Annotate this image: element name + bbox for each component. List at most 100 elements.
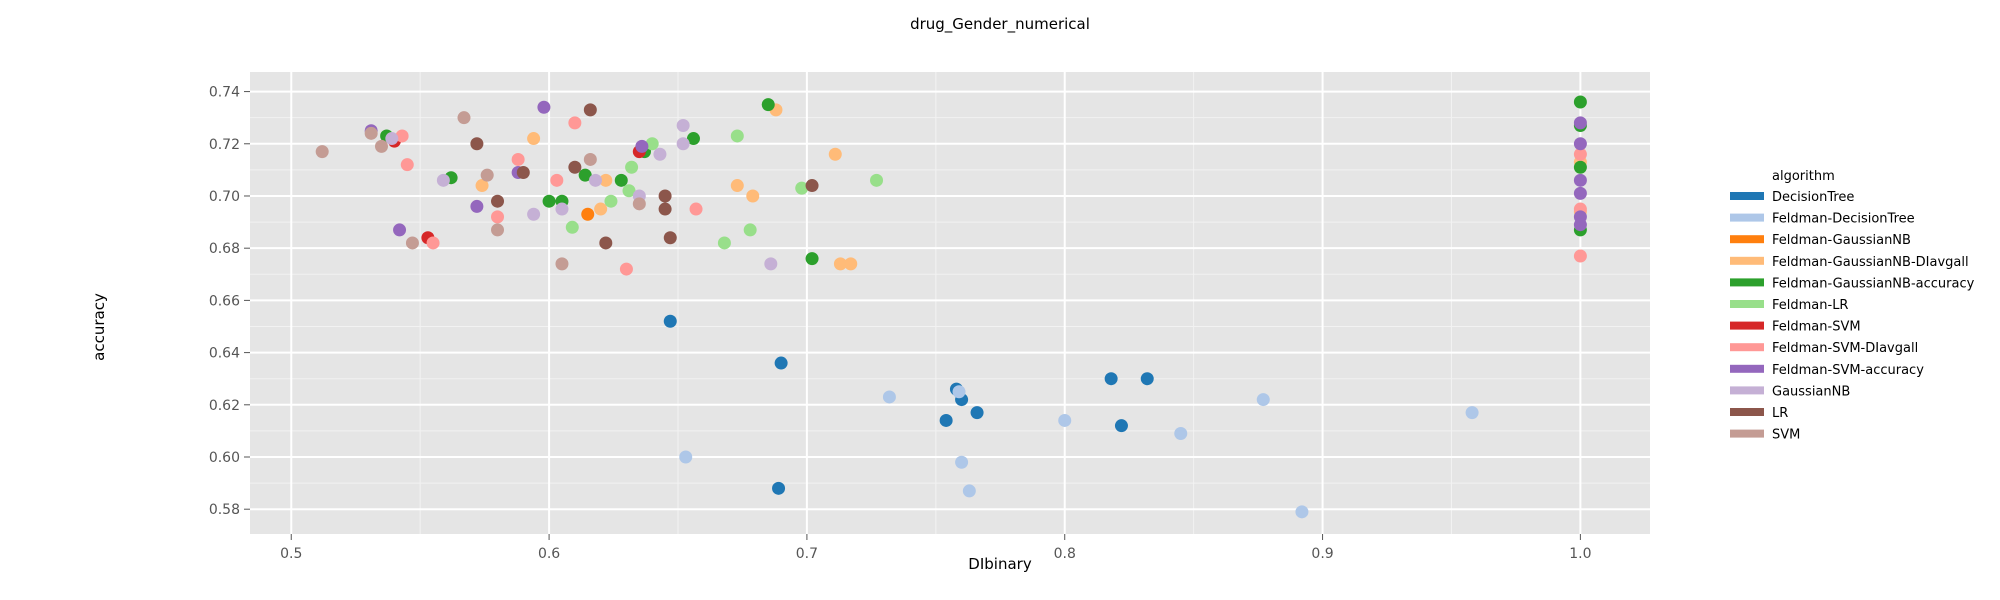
y-tick-label: 0.58: [209, 502, 240, 518]
legend-label: Feldman-DecisionTree: [1772, 212, 1915, 227]
y-axis-label: accuracy: [90, 293, 108, 361]
chart-title: drug_Gender_numerical: [910, 15, 1090, 34]
data-point: [555, 257, 569, 271]
data-point: [1573, 173, 1587, 187]
data-point: [717, 236, 731, 250]
data-point: [594, 202, 608, 216]
data-point: [635, 139, 649, 153]
legend-swatch: [1730, 321, 1764, 330]
legend-swatch: [1730, 408, 1764, 416]
y-tick-label: 0.72: [209, 137, 240, 153]
data-point: [970, 406, 984, 420]
data-point: [583, 152, 597, 166]
data-point: [511, 152, 525, 166]
data-point: [491, 194, 505, 208]
data-point: [1465, 406, 1479, 420]
data-point: [475, 179, 489, 193]
data-point: [1573, 147, 1587, 161]
data-point: [622, 184, 636, 198]
legend-label: SVM: [1772, 428, 1800, 443]
y-tick-label: 0.74: [209, 85, 240, 101]
data-point: [491, 223, 505, 237]
data-point: [743, 223, 757, 237]
data-point: [565, 220, 579, 234]
data-point: [578, 168, 592, 182]
x-tick-label: 0.8: [1054, 546, 1076, 562]
y-tick-label: 0.62: [209, 398, 240, 414]
data-point: [400, 158, 414, 172]
data-point: [599, 173, 613, 187]
data-point: [730, 129, 744, 143]
data-point: [1256, 393, 1270, 407]
data-point: [955, 455, 969, 469]
x-tick-label: 1.0: [1569, 546, 1591, 562]
data-point: [604, 194, 618, 208]
series-group: [565, 129, 884, 250]
data-point: [385, 132, 399, 146]
x-tick-label: 0.9: [1311, 546, 1333, 562]
data-point: [939, 413, 953, 427]
legend-label: Feldman-SVM-accuracy: [1772, 363, 1924, 378]
data-point: [805, 179, 819, 193]
data-point: [1573, 116, 1587, 130]
data-point: [761, 98, 775, 112]
data-point: [962, 484, 976, 498]
data-point: [795, 181, 809, 195]
legend-label: Feldman-GaussianNB-accuracy: [1772, 276, 1975, 291]
data-point: [833, 257, 847, 271]
data-point: [764, 257, 778, 271]
data-point: [588, 173, 602, 187]
data-point: [457, 111, 471, 125]
data-point: [1140, 372, 1154, 386]
data-point: [645, 137, 659, 151]
data-point: [516, 165, 530, 179]
series-group: [395, 116, 1587, 276]
data-points: [315, 95, 1587, 519]
y-tick-label: 0.66: [209, 293, 240, 309]
data-point: [527, 132, 541, 146]
series-group: [679, 385, 1479, 519]
series-group: [385, 119, 778, 271]
legend: algorithm DecisionTree Feldman-DecisionTr…: [1730, 169, 1975, 443]
legend-swatch: [1730, 386, 1764, 395]
legend-label: Feldman-LR: [1772, 298, 1848, 313]
plot-area: [250, 72, 1650, 534]
data-point: [679, 450, 693, 464]
x-tick-label: 0.5: [280, 546, 302, 562]
data-point: [658, 202, 672, 216]
data-point: [952, 385, 966, 399]
data-point: [686, 132, 700, 146]
series-group: [581, 207, 595, 221]
data-point: [395, 129, 409, 143]
data-point: [599, 236, 613, 250]
legend-title: algorithm: [1772, 169, 1835, 184]
series-group: [364, 100, 1587, 237]
data-point: [583, 103, 597, 117]
legend-label: GaussianNB: [1772, 384, 1850, 399]
data-point: [772, 481, 786, 495]
data-point: [844, 257, 858, 271]
legend-swatch: [1730, 213, 1764, 222]
data-point: [689, 202, 703, 216]
data-point: [491, 210, 505, 224]
series-group: [315, 111, 646, 271]
data-point: [1114, 419, 1128, 433]
axes: 0.5 0.6 0.7 0.8 0.9 1.0 0.58 0.60 0.62 0.64 0.66 0.…: [209, 85, 1592, 562]
data-point: [882, 390, 896, 404]
data-point: [470, 199, 484, 213]
legend-swatch: [1730, 192, 1764, 200]
legend-swatch: [1730, 235, 1764, 244]
data-point: [480, 168, 494, 182]
data-point: [632, 197, 646, 211]
data-point: [658, 189, 672, 203]
legend-swatch: [1730, 429, 1764, 438]
data-point: [870, 173, 884, 187]
data-point: [393, 223, 407, 237]
legend-label: Feldman-SVM: [1772, 320, 1861, 335]
data-point: [542, 194, 556, 208]
x-tick-label: 0.7: [796, 546, 818, 562]
data-point: [805, 252, 819, 266]
y-tick-label: 0.60: [209, 450, 240, 466]
data-point: [614, 173, 628, 187]
